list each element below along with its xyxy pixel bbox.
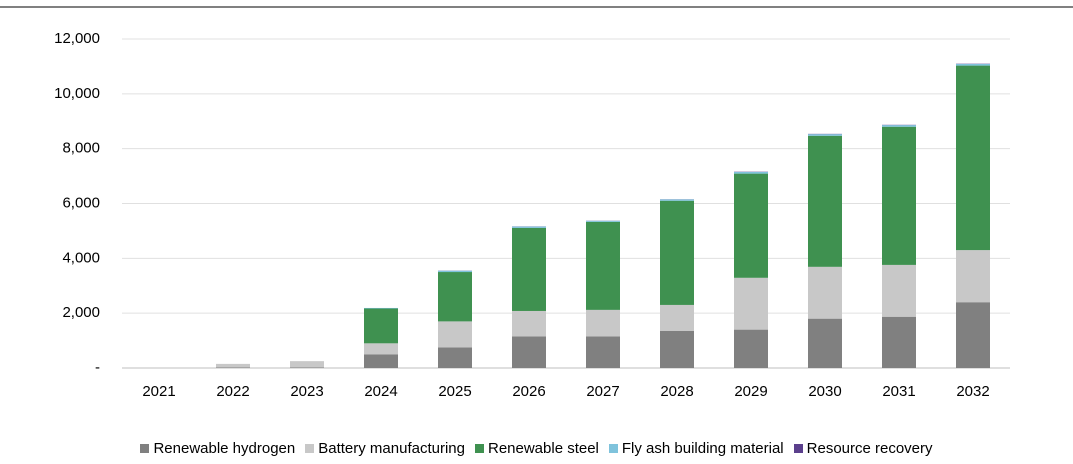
bar-segment xyxy=(660,330,694,368)
x-tick-label: 2031 xyxy=(882,383,915,400)
x-tick-label: 2030 xyxy=(808,383,841,400)
bar-segment xyxy=(512,310,546,337)
x-tick-label: 2025 xyxy=(438,383,471,400)
legend-label: Renewable hydrogen xyxy=(153,440,296,457)
bar-segment xyxy=(882,264,916,317)
y-tick-label: 4,000 xyxy=(62,249,100,266)
bar-segment xyxy=(734,171,768,174)
bar-segment xyxy=(956,65,990,251)
bar-segment xyxy=(512,226,546,228)
legend: Renewable hydrogen Battery manufacturing R… xyxy=(0,440,1073,457)
x-tick-label: 2027 xyxy=(586,383,619,400)
y-tick-label: 12,000 xyxy=(54,30,100,47)
legend-label: Fly ash building material xyxy=(621,440,784,457)
legend-item: Resource recovery xyxy=(793,440,933,457)
y-tick-label: 8,000 xyxy=(62,140,100,157)
y-tick-label: 10,000 xyxy=(54,85,100,102)
bar-segment xyxy=(882,126,916,265)
bar-segment xyxy=(512,227,546,311)
x-tick-label: 2021 xyxy=(142,383,175,400)
bar-segment xyxy=(660,304,694,331)
x-tick-label: 2028 xyxy=(660,383,693,400)
bar-segment xyxy=(438,347,472,368)
legend-item: Renewable steel xyxy=(474,440,599,457)
y-tick-label: 6,000 xyxy=(62,194,100,211)
chart: - 2,000 4,000 6,000 8,000 10,000 12,000 2021 202… xyxy=(0,6,1073,400)
bar-segment xyxy=(512,336,546,368)
bar-segment xyxy=(956,250,990,303)
y-tick-label: 2,000 xyxy=(62,304,100,321)
bar-segment xyxy=(956,63,990,66)
bar-segment xyxy=(660,199,694,201)
legend-item: Renewable hydrogen xyxy=(140,440,295,457)
bar-segment xyxy=(808,318,842,368)
bar-segment xyxy=(660,200,694,305)
bar-segment xyxy=(290,367,324,368)
bar-segment xyxy=(882,316,916,368)
bar-segment xyxy=(956,302,990,368)
bar-segment xyxy=(882,125,916,127)
legend-swatch xyxy=(608,444,618,453)
x-tick-label: 2026 xyxy=(512,383,545,400)
legend-swatch xyxy=(474,444,484,453)
bar-segment xyxy=(734,329,768,368)
bar-segment xyxy=(364,343,398,355)
bar-segment xyxy=(808,134,842,136)
bar-segment xyxy=(734,277,768,330)
bar-segment xyxy=(364,308,398,344)
bar-segment xyxy=(364,307,398,309)
legend-item: Battery manufacturing xyxy=(305,440,465,457)
bar-segment xyxy=(808,135,842,267)
bar-segment xyxy=(290,361,324,368)
legend-label: Battery manufacturing xyxy=(318,440,465,457)
legend-item: Fly ash building material xyxy=(608,440,784,457)
legend-label: Resource recovery xyxy=(806,440,933,457)
bar-segment xyxy=(586,309,620,337)
bar-segment xyxy=(438,321,472,348)
bar-segment xyxy=(438,270,472,273)
bar-segment xyxy=(586,336,620,368)
bar-segment xyxy=(808,266,842,319)
legend-swatch xyxy=(305,444,315,453)
bar-segment xyxy=(438,272,472,322)
bar-segment xyxy=(216,363,250,368)
bar-segment xyxy=(364,354,398,368)
bar-segment xyxy=(586,220,620,222)
x-tick-label: 2024 xyxy=(364,383,397,400)
bar-segment xyxy=(586,221,620,310)
x-tick-label: 2032 xyxy=(956,383,989,400)
x-tick-label: 2023 xyxy=(290,383,323,400)
x-tick-label: 2022 xyxy=(216,383,249,400)
bar-segment xyxy=(734,173,768,278)
legend-label: Renewable steel xyxy=(487,440,599,457)
y-tick-label: - xyxy=(95,359,100,376)
bar-segment xyxy=(216,367,250,368)
legend-swatch xyxy=(793,444,803,453)
x-tick-label: 2029 xyxy=(734,383,767,400)
legend-swatch xyxy=(140,444,150,453)
